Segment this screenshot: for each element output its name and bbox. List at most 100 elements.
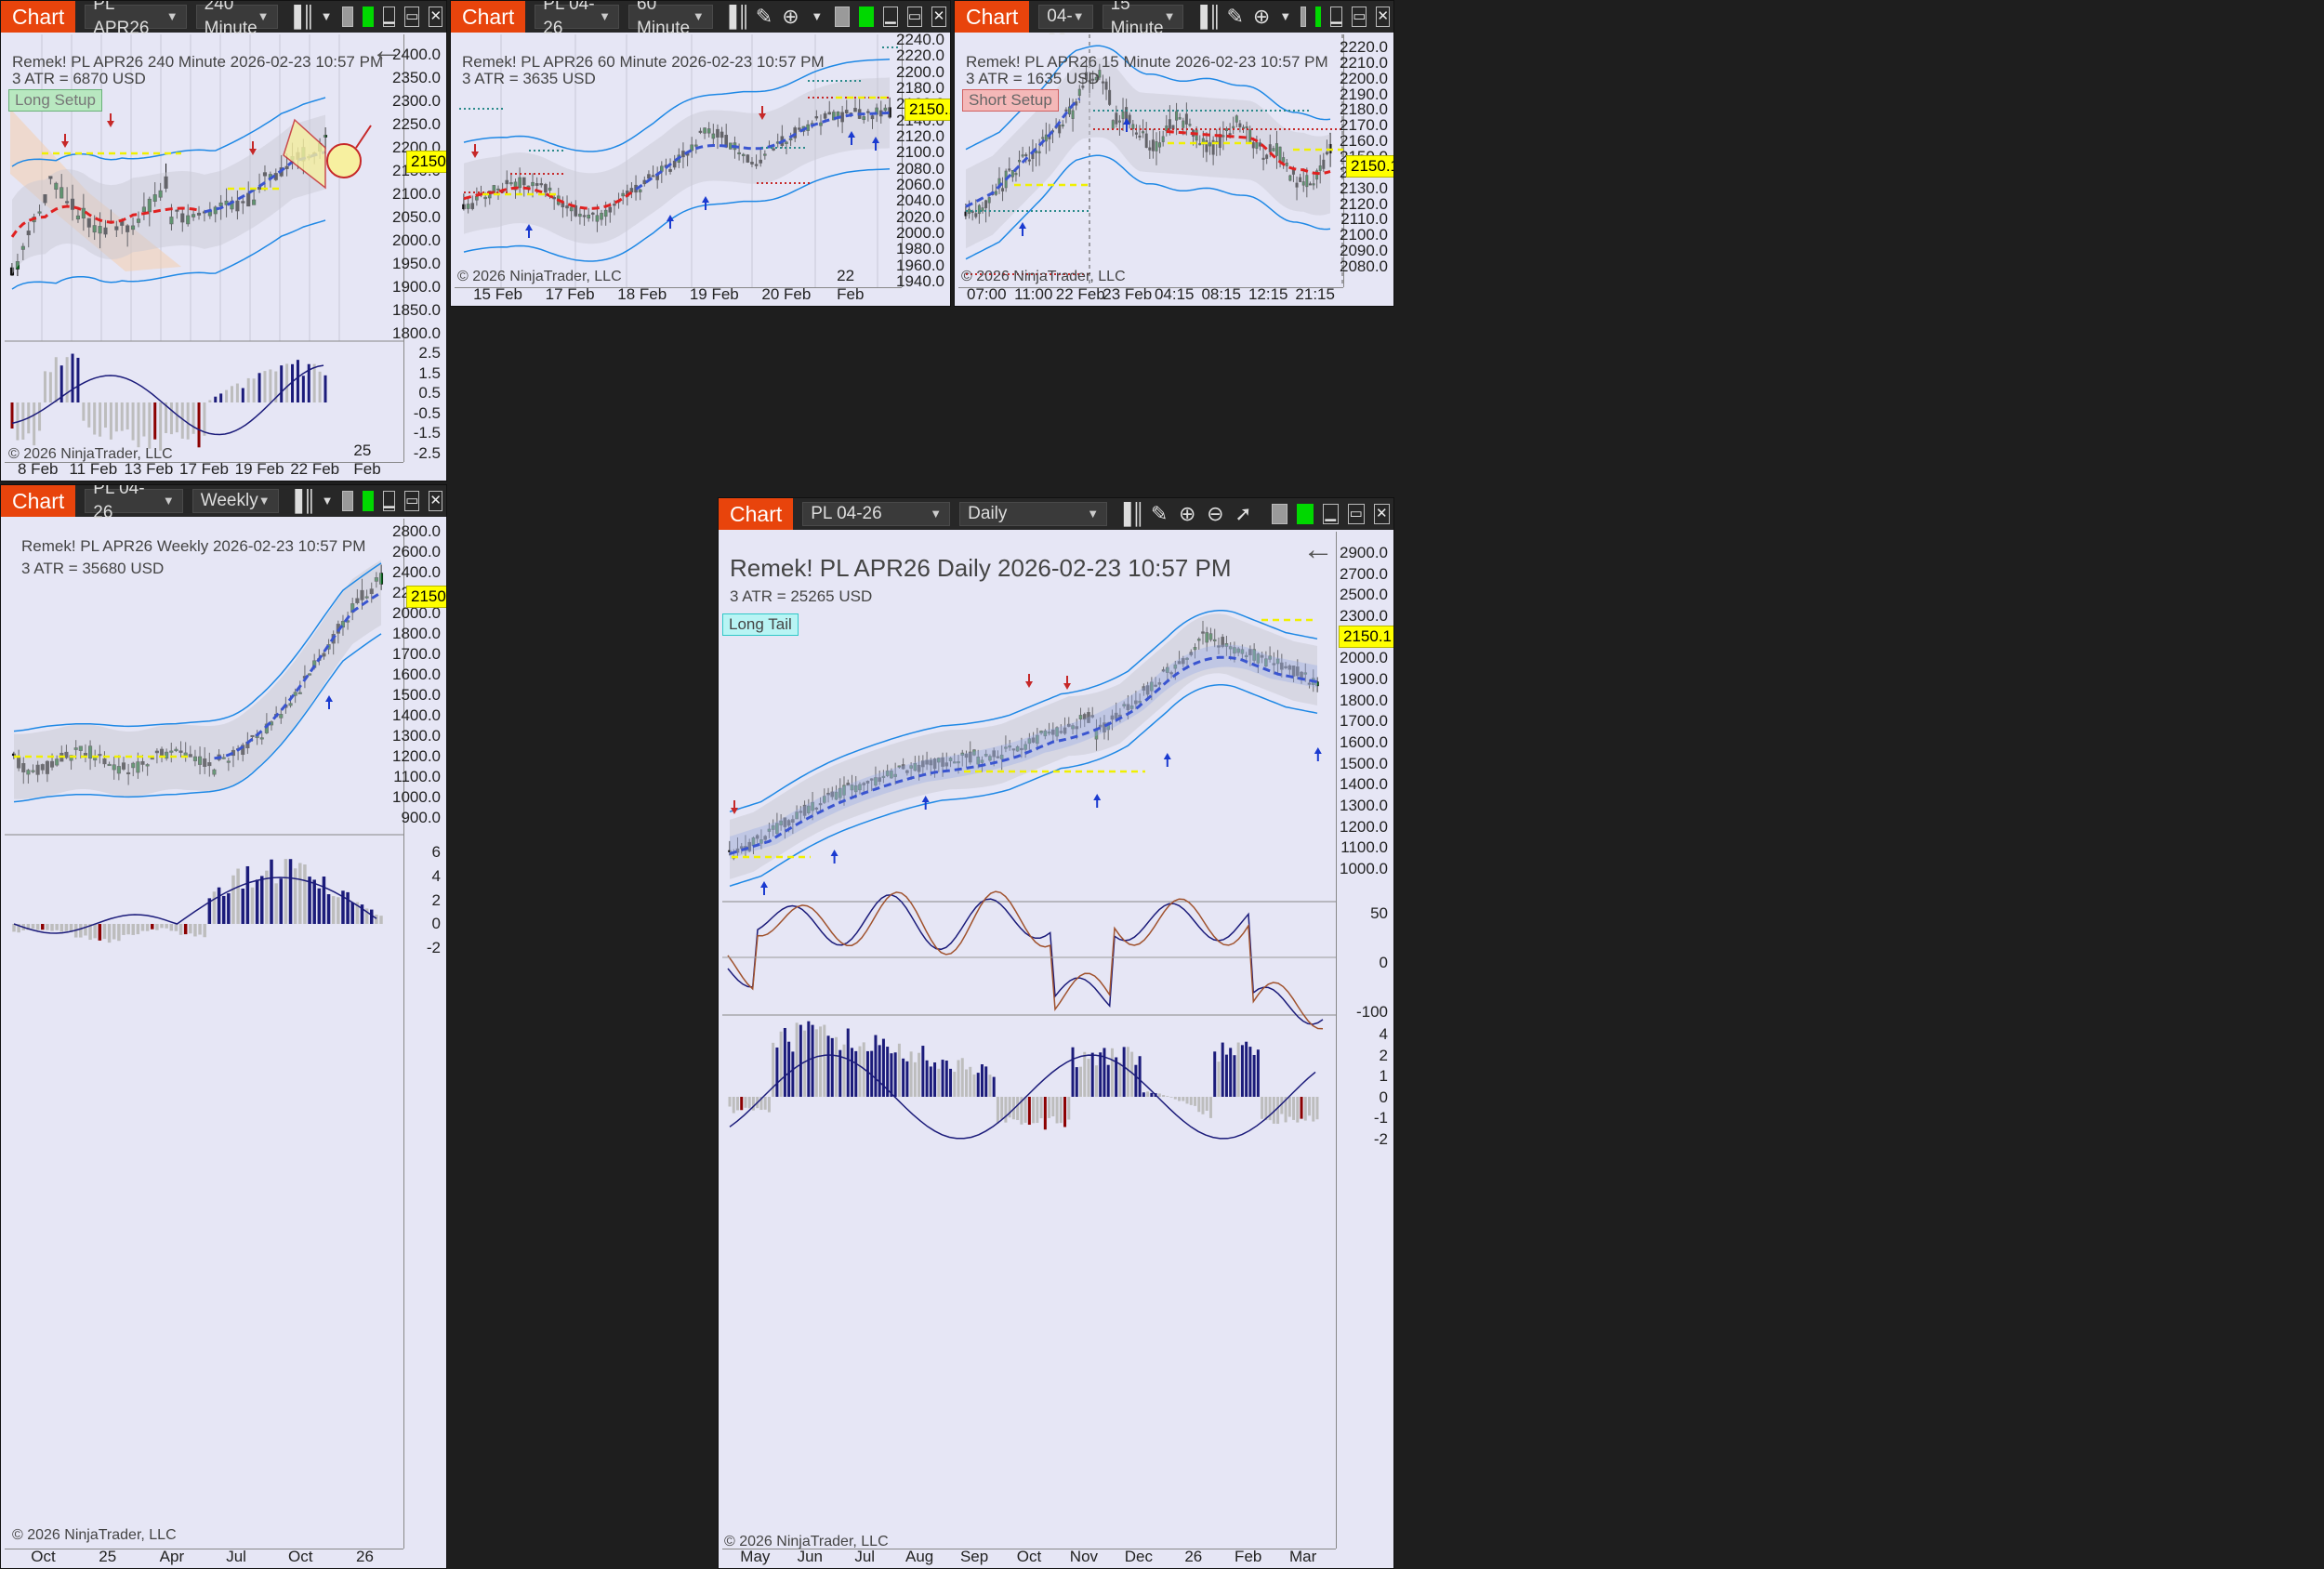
minimize-icon[interactable]: ▁	[382, 7, 396, 27]
bar-chart-icon[interactable]: ▐║	[721, 5, 751, 28]
setup-badge: Short Setup	[962, 89, 1059, 112]
pencil-icon[interactable]: ✎	[1150, 502, 1169, 525]
back-arrow-icon[interactable]: ←	[1302, 532, 1334, 567]
pencil-icon[interactable]: ✎	[755, 5, 773, 28]
buy-arrow	[1163, 753, 1171, 767]
interval-selector[interactable]: Weekly ▼	[191, 489, 279, 513]
link-green-button[interactable]	[858, 7, 874, 27]
histogram-bar	[1252, 1054, 1256, 1097]
oscillator-line	[13, 877, 377, 934]
price-axis[interactable]: 2400.02350.02300.02250.02200.02150.02100…	[392, 34, 446, 462]
atr-label: 3 ATR = 1635 USD	[966, 70, 1100, 87]
maximize-icon[interactable]: ▭	[1348, 504, 1365, 524]
close-icon[interactable]: ✕	[931, 7, 947, 27]
chart-tab[interactable]: Chart	[1, 1, 76, 33]
chart-tab[interactable]: Chart	[719, 498, 794, 530]
bar-chart-icon[interactable]: ▐║	[287, 489, 317, 512]
price-plot[interactable]: Remek! PL APR26 Weekly 2026-02-23 10:57 …	[5, 519, 403, 1549]
histogram-bar	[1039, 1097, 1043, 1119]
interval-selector[interactable]: 240 Minute ▼	[195, 1, 278, 38]
time-axis-label: 07:00	[967, 285, 1007, 303]
time-axis-label: Oct	[31, 1548, 56, 1565]
histogram-bar	[59, 924, 64, 932]
histogram-bar	[791, 1051, 795, 1097]
pointer-icon[interactable]: ➚	[1235, 502, 1252, 525]
candle-body	[48, 176, 53, 179]
price-axis[interactable]: 2240.02220.02200.02180.02160.02140.02120…	[896, 31, 950, 290]
interval-selector[interactable]: 60 Minute ▼	[628, 1, 713, 38]
histogram-bar	[288, 859, 293, 924]
price-chart-svg	[459, 34, 901, 287]
histogram-bar	[255, 879, 259, 924]
instrument-selector[interactable]: PL APR26 ▼	[85, 1, 187, 38]
price-plot[interactable]: Remek! PL APR26 60 Minute 2026-02-23 10:…	[455, 34, 902, 287]
close-icon[interactable]: ✕	[1376, 7, 1390, 27]
minimize-icon[interactable]: ▁	[1329, 7, 1343, 27]
close-icon[interactable]: ✕	[429, 7, 443, 27]
maximize-icon[interactable]: ▭	[1352, 7, 1367, 27]
instrument-value: PL APR26	[93, 0, 150, 38]
zoom-in-icon[interactable]: ⊕	[1179, 502, 1196, 525]
chevron-down-icon[interactable]: ▼	[1279, 9, 1292, 23]
chart-tab[interactable]: Chart	[1, 485, 76, 517]
link-color-button[interactable]	[1301, 7, 1306, 27]
chevron-down-icon[interactable]: ▼	[321, 494, 334, 508]
zoom-in-icon[interactable]: ⊕	[1252, 5, 1271, 28]
back-arrow-icon[interactable]: ←	[371, 33, 403, 68]
histogram-bar	[322, 877, 326, 924]
minimize-icon[interactable]: ▁	[1322, 504, 1340, 524]
pencil-icon[interactable]: ✎	[1226, 5, 1244, 28]
chevron-down-icon[interactable]: ▼	[811, 9, 824, 23]
instrument-selector[interactable]: PL 04-26▼	[802, 502, 951, 526]
time-axis[interactable]: Oct 25 Apr Jul Oct 26	[5, 1548, 403, 1568]
time-axis[interactable]: 15 Feb 17 Feb 18 Feb 19 Feb 20 Feb 22 Feb	[455, 267, 902, 306]
price-axis[interactable]: 2220.0 2210.0 2200.0 2190.0 2180.0 2170.0 2160…	[1340, 34, 1393, 287]
candle-body	[535, 183, 539, 186]
link-green-button[interactable]	[362, 7, 374, 27]
maximize-icon[interactable]: ▭	[906, 7, 923, 27]
candle-body	[1184, 113, 1188, 125]
price-plot[interactable]: Remek! PL APR26 Daily 2026-02-23 10:57 P…	[722, 532, 1336, 1549]
instrument-selector[interactable]: PL 04-26▼	[1038, 1, 1093, 50]
bar-chart-icon[interactable]: ▐║	[1193, 5, 1222, 28]
chevron-down-icon[interactable]: ▼	[320, 9, 333, 23]
interval-selector[interactable]: Daily ▼	[959, 502, 1108, 526]
histogram-bar	[21, 402, 25, 440]
close-icon[interactable]: ✕	[1373, 504, 1390, 524]
time-axis[interactable]: May Jun Jul Aug Sep Oct Nov Dec 26 Feb Mar	[722, 1548, 1336, 1568]
candle-body	[698, 130, 703, 133]
minimize-icon[interactable]: ▁	[382, 491, 396, 511]
price-plot[interactable]: Remek! PL APR26 240 Minute 2026-02-23 10…	[5, 33, 403, 462]
price-plot[interactable]: Remek! PL APR26 15 Minute 2026-02-23 10:…	[958, 34, 1343, 287]
zoom-out-icon[interactable]: ⊖	[1207, 502, 1224, 525]
interval-selector[interactable]: 15 Minute ▼	[1102, 1, 1184, 38]
link-color-button[interactable]	[341, 7, 353, 27]
time-axis-label: 22 Feb	[837, 267, 865, 303]
close-icon[interactable]: ✕	[429, 491, 442, 511]
instrument-selector[interactable]: PL 04-26▼	[85, 485, 183, 522]
time-axis[interactable]: 07:00 11:00 22 Feb 23 Feb 04:15 08:15 12:15 21:…	[958, 285, 1343, 306]
upper-band-line	[463, 59, 891, 152]
price-axis[interactable]: 2900.02700.02500.02300.02100.02000.01900…	[1336, 532, 1393, 1549]
price-axis[interactable]: 2800.02600.02400.02200.02000.01800.01700…	[392, 519, 446, 1549]
minimize-icon[interactable]: ▁	[882, 7, 898, 27]
maximize-icon[interactable]: ▭	[404, 491, 420, 511]
link-green-button[interactable]	[1314, 7, 1321, 27]
chart-tab[interactable]: Chart	[955, 1, 1030, 33]
candle-body	[1018, 160, 1022, 163]
time-axis[interactable]: 8 Feb 11 Feb 13 Feb 17 Feb 19 Feb 22 Feb 25 Fe…	[5, 442, 403, 481]
link-green-button[interactable]	[1297, 504, 1314, 524]
link-color-button[interactable]	[834, 7, 850, 27]
link-green-button[interactable]	[363, 491, 374, 511]
maximize-icon[interactable]: ▭	[404, 7, 420, 27]
price-axis-label: 1600.0	[392, 666, 441, 683]
price-axis-label: 2100.0	[896, 143, 944, 162]
zoom-in-icon[interactable]: ⊕	[782, 5, 799, 28]
chart-tab[interactable]: Chart	[451, 1, 526, 33]
bar-chart-icon[interactable]: ▐║	[1116, 502, 1146, 525]
link-color-button[interactable]	[1271, 504, 1288, 524]
link-color-button[interactable]	[342, 491, 354, 511]
price-axis-label: 2120.0	[896, 127, 944, 145]
instrument-selector[interactable]: PL 04-26▼	[535, 1, 620, 38]
bar-chart-icon[interactable]: ▐║	[286, 5, 316, 28]
